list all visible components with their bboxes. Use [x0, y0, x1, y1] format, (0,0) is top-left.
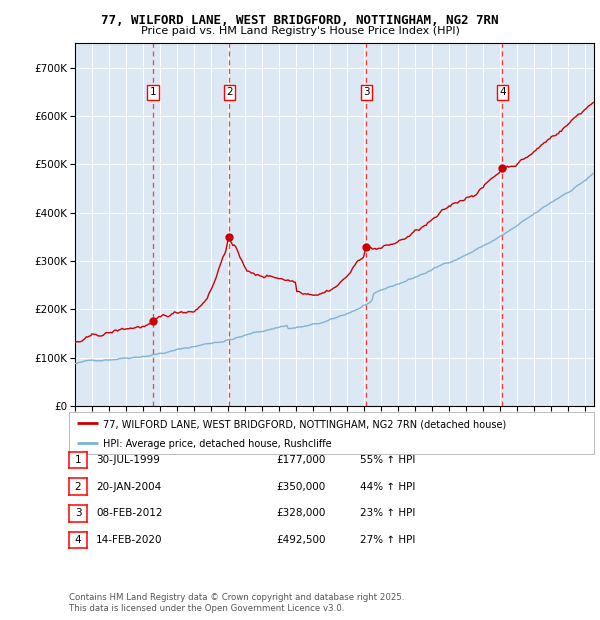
Text: 23% ↑ HPI: 23% ↑ HPI [360, 508, 415, 518]
Text: 44% ↑ HPI: 44% ↑ HPI [360, 482, 415, 492]
Text: Contains HM Land Registry data © Crown copyright and database right 2025.
This d: Contains HM Land Registry data © Crown c… [69, 593, 404, 613]
Text: 14-FEB-2020: 14-FEB-2020 [96, 535, 163, 545]
Text: 77, WILFORD LANE, WEST BRIDGFORD, NOTTINGHAM, NG2 7RN (detached house): 77, WILFORD LANE, WEST BRIDGFORD, NOTTIN… [103, 419, 506, 429]
Text: 1: 1 [149, 87, 156, 97]
Text: 20-JAN-2004: 20-JAN-2004 [96, 482, 161, 492]
Text: 55% ↑ HPI: 55% ↑ HPI [360, 455, 415, 465]
Text: 3: 3 [363, 87, 370, 97]
Text: 2: 2 [226, 87, 232, 97]
Text: £328,000: £328,000 [276, 508, 325, 518]
Text: 3: 3 [74, 508, 82, 518]
Text: 27% ↑ HPI: 27% ↑ HPI [360, 535, 415, 545]
Text: Price paid vs. HM Land Registry's House Price Index (HPI): Price paid vs. HM Land Registry's House … [140, 26, 460, 36]
Text: 08-FEB-2012: 08-FEB-2012 [96, 508, 163, 518]
Text: 77, WILFORD LANE, WEST BRIDGFORD, NOTTINGHAM, NG2 7RN: 77, WILFORD LANE, WEST BRIDGFORD, NOTTIN… [101, 14, 499, 27]
Text: £492,500: £492,500 [276, 535, 325, 545]
Text: 30-JUL-1999: 30-JUL-1999 [96, 455, 160, 465]
Text: HPI: Average price, detached house, Rushcliffe: HPI: Average price, detached house, Rush… [103, 439, 332, 449]
Text: 4: 4 [74, 535, 82, 545]
Text: 2: 2 [74, 482, 82, 492]
Text: 1: 1 [74, 455, 82, 465]
Text: £350,000: £350,000 [276, 482, 325, 492]
Text: 4: 4 [499, 87, 506, 97]
Text: £177,000: £177,000 [276, 455, 325, 465]
